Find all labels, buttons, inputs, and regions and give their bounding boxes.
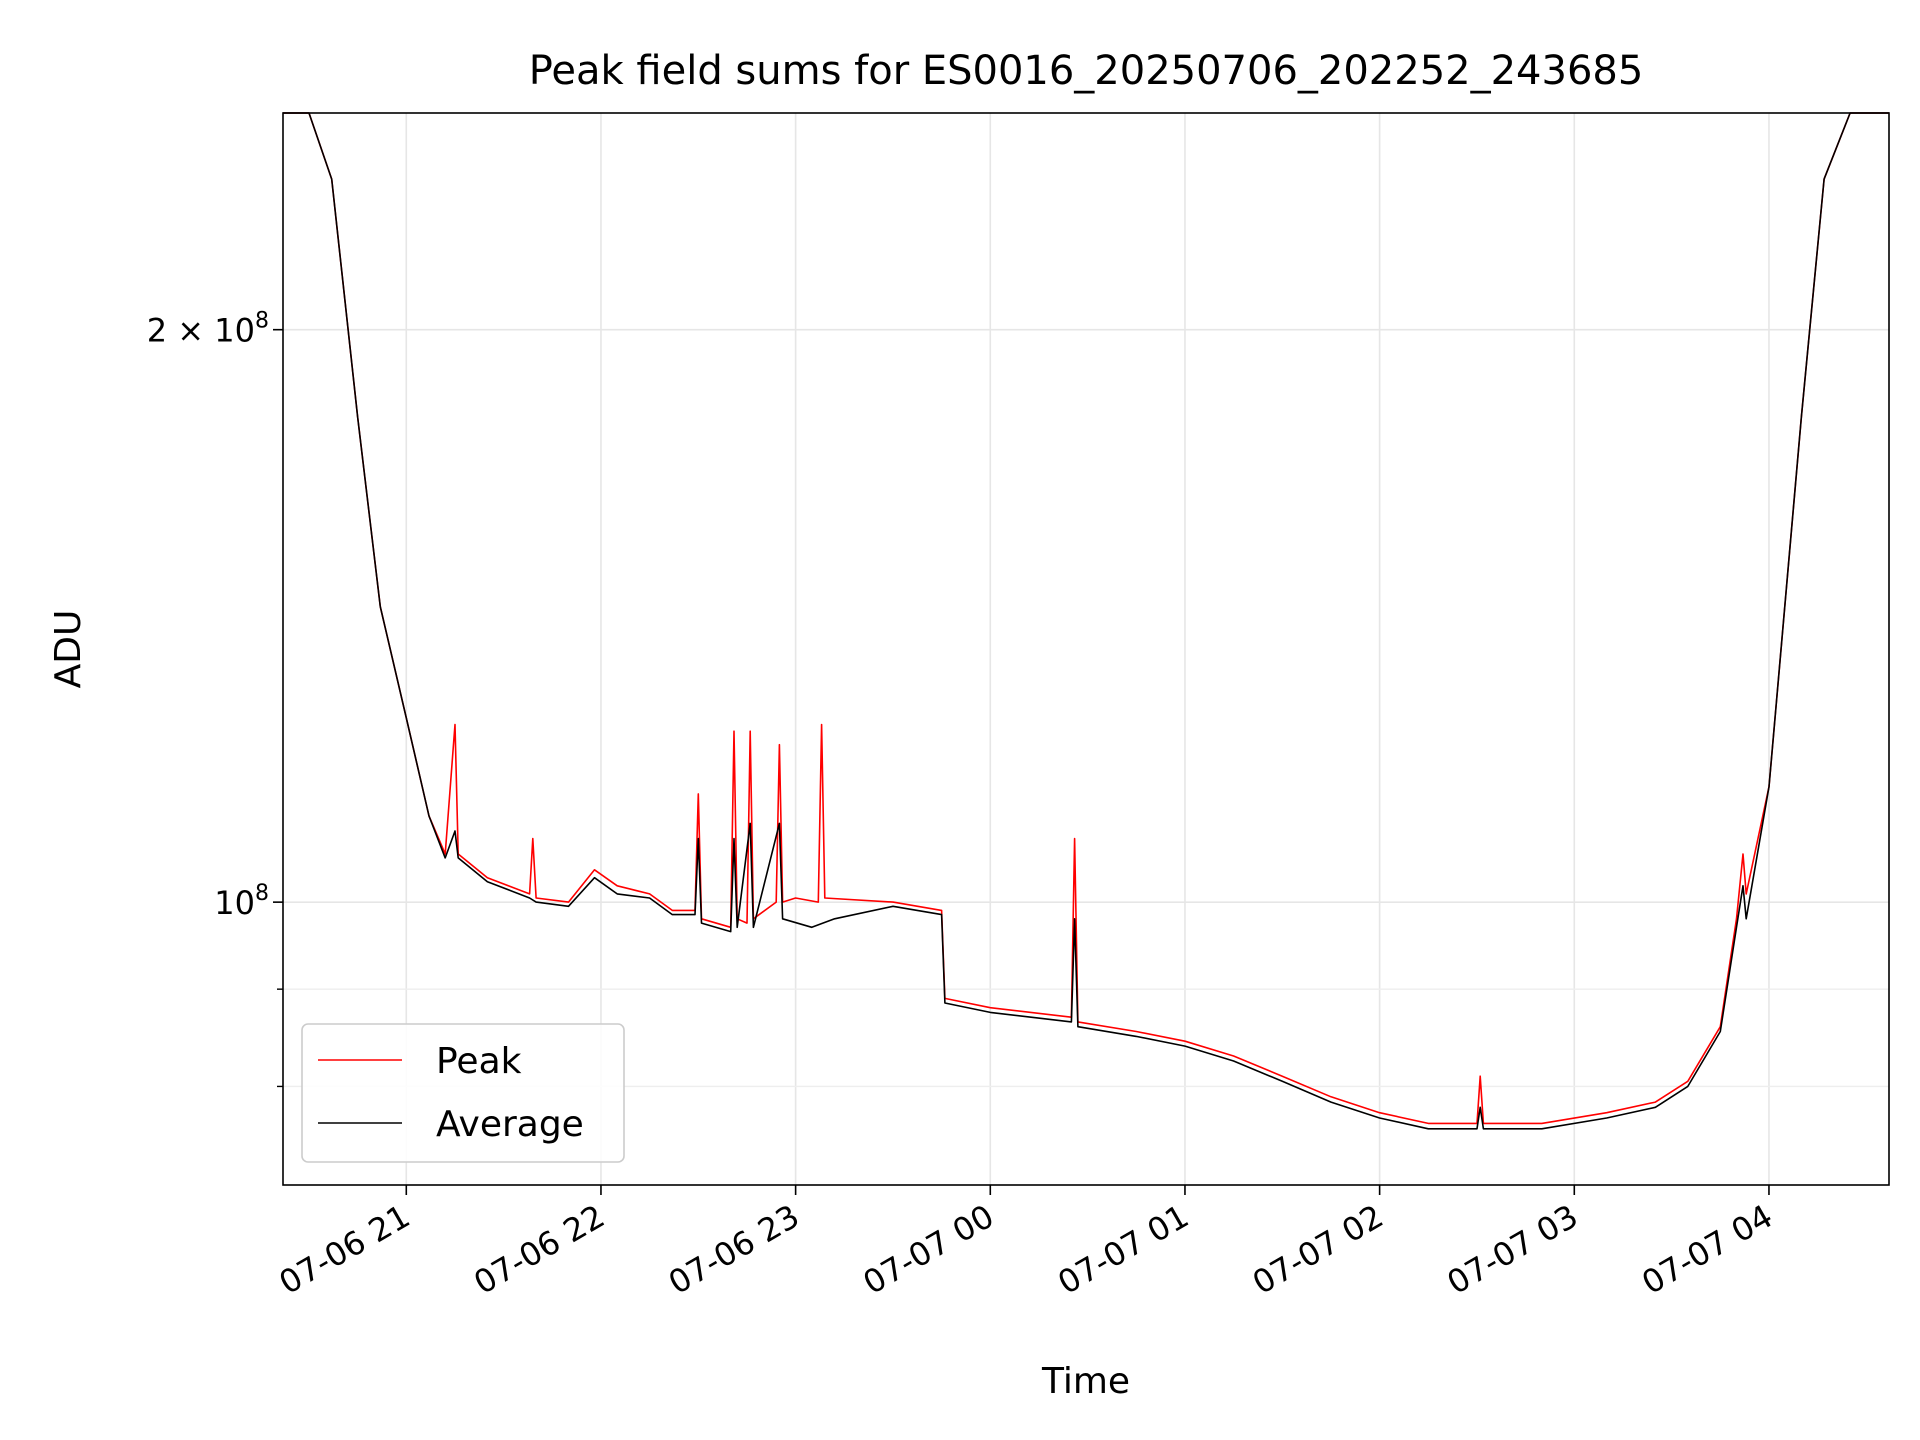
plot-frame — [282, 112, 1890, 1186]
legend: Peak Average — [301, 1023, 625, 1163]
legend-label-peak: Peak — [436, 1041, 522, 1082]
series-line-average — [283, 112, 1889, 1130]
legend-label-average: Average — [436, 1104, 584, 1145]
chart-title: Peak field sums for ES0016_20250706_2022… — [529, 48, 1644, 94]
grid — [283, 113, 1889, 1185]
y-tick-label: 108 — [214, 881, 269, 922]
y-axis-label: ADU — [48, 610, 89, 689]
y-tick-mantissa: 2 × 10 — [147, 312, 255, 350]
y-tick-exponent: 8 — [255, 309, 269, 334]
x-axis-label: Time — [1041, 1361, 1130, 1402]
series-layer — [283, 112, 1889, 1130]
y-tick-label-text: 2 × 108 — [147, 309, 269, 350]
series-line-peak — [283, 112, 1889, 1125]
y-tick-exponent: 8 — [255, 881, 269, 906]
y-tick-mantissa: 10 — [214, 884, 255, 922]
legend-box — [301, 1023, 625, 1163]
y-tick-label: 2 × 108 — [147, 309, 269, 350]
y-tick-label-text: 108 — [214, 881, 269, 922]
